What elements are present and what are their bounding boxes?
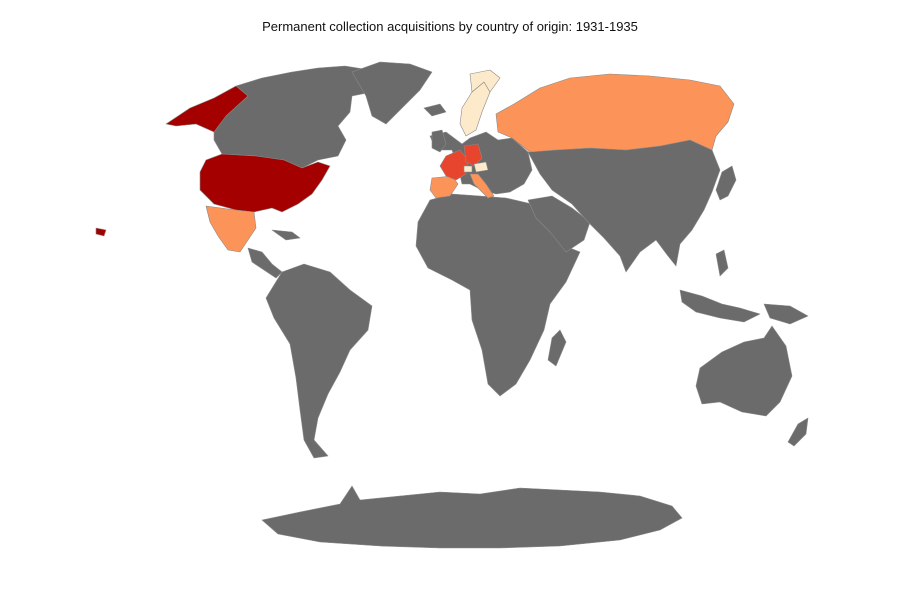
country-iceland <box>423 103 447 117</box>
map-title: Permanent collection acquisitions by cou… <box>262 19 638 34</box>
country-madagascar <box>547 329 567 367</box>
country-united-states-hawaii <box>95 227 107 237</box>
continent-antarctica <box>261 485 683 549</box>
country-united-states-alaska <box>165 85 249 133</box>
country-philippines <box>715 249 729 277</box>
region-indonesia <box>679 289 761 323</box>
continent-australia <box>695 325 793 417</box>
country-germany <box>463 143 483 167</box>
country-united-states <box>199 153 331 213</box>
country-mexico <box>205 205 257 253</box>
country-norway <box>469 69 501 93</box>
country-france <box>439 149 469 181</box>
country-greenland <box>351 61 433 125</box>
region-caribbean <box>271 229 301 241</box>
continent-africa <box>415 193 581 397</box>
continent-south-america <box>265 263 373 459</box>
country-sweden <box>459 81 491 137</box>
region-middle-east <box>527 195 591 253</box>
country-italy <box>469 173 495 199</box>
country-uk <box>431 129 447 153</box>
country-new-guinea <box>763 303 809 325</box>
country-russia <box>495 73 735 153</box>
country-new-zealand <box>787 417 809 447</box>
highlighted-countries <box>95 69 735 253</box>
country-switzerland <box>463 165 473 173</box>
country-japan <box>715 165 737 201</box>
unhighlighted-land <box>213 61 809 549</box>
country-austria <box>473 161 489 173</box>
region-central-america <box>247 247 283 279</box>
